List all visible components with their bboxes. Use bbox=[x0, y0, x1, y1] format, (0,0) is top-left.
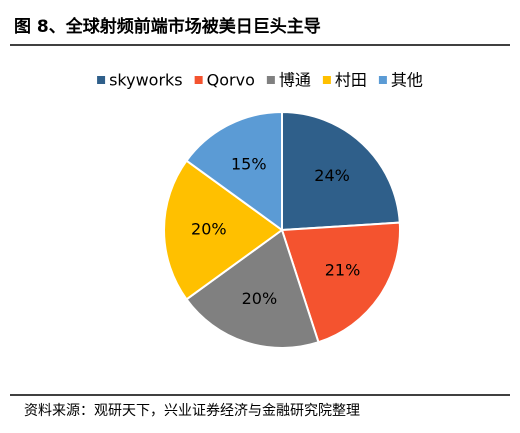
legend-swatch bbox=[378, 76, 387, 84]
data-label: 24% bbox=[314, 166, 350, 185]
legend-label: skyworks bbox=[109, 71, 183, 90]
pie-slice bbox=[281, 110, 401, 232]
legend-swatch bbox=[322, 76, 331, 84]
legend-swatch bbox=[194, 76, 203, 84]
source-note: 资料来源：观研天下，兴业证券经济与金融研究院整理 bbox=[24, 403, 360, 419]
data-label: 20% bbox=[242, 289, 278, 308]
legend-swatch bbox=[266, 76, 275, 84]
legend-label: 博通 bbox=[279, 71, 311, 90]
chart-title: 图 8、全球射频前端市场被美日巨头主导 bbox=[14, 16, 321, 37]
pie-slice bbox=[280, 221, 401, 344]
legend-label: Qorvo bbox=[207, 71, 255, 90]
pie-slice bbox=[163, 159, 284, 301]
pie-slice bbox=[185, 110, 283, 232]
legend-swatch bbox=[97, 76, 106, 84]
data-label: 21% bbox=[325, 261, 361, 280]
data-label: 20% bbox=[191, 220, 227, 239]
legend-label: 其他 bbox=[391, 71, 423, 90]
pie-slice bbox=[185, 228, 320, 349]
legend-label: 村田 bbox=[335, 71, 367, 90]
data-label: 15% bbox=[231, 154, 267, 173]
